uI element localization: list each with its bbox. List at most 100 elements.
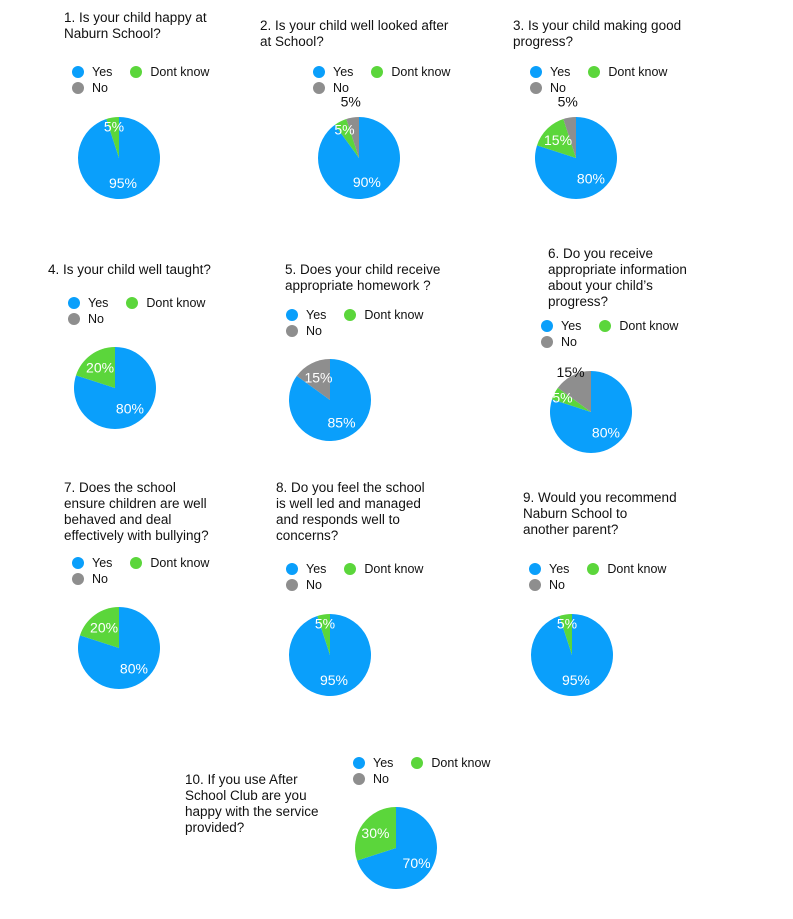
legend-swatch	[286, 325, 298, 337]
legend-4: Yes Dont know No	[68, 295, 223, 327]
legend-item-dont-know: Dont know	[126, 295, 205, 311]
pie-label-dont-know: 5%	[315, 615, 335, 631]
legend-label: No	[333, 81, 349, 95]
legend-label: Yes	[92, 556, 113, 570]
legend-item-dont-know: Dont know	[344, 561, 423, 577]
legend-item-yes: Yes	[286, 561, 326, 577]
legend-3: Yes Dont know No	[530, 64, 685, 96]
pie-chart-5: 85% 15%	[289, 359, 371, 441]
pie-label-dont-know: 30%	[361, 825, 389, 841]
legend-label: No	[92, 81, 108, 95]
pie-label-yes: 95%	[562, 672, 590, 688]
legend-item-dont-know: Dont know	[588, 64, 667, 80]
pie-slice-dont-know	[552, 387, 591, 412]
pie-label-yes: 95%	[109, 175, 137, 191]
legend-item-yes: Yes	[530, 64, 570, 80]
legend-item-no: No	[353, 771, 389, 787]
legend-label: No	[373, 772, 389, 786]
legend-2: Yes Dont know No	[313, 64, 468, 96]
pie-chart-2: 90% 5% 5%	[318, 94, 400, 199]
legend-label: Yes	[92, 65, 113, 79]
legend-label: No	[550, 81, 566, 95]
pie-slice-dont-know	[76, 347, 115, 388]
pie-slice-dont-know	[80, 607, 119, 648]
question-title-3: 3. Is your child making good progress?	[513, 18, 682, 49]
pie-label-no: 15%	[304, 369, 332, 385]
question-title-6: 6. Do you receive appropriate informatio…	[548, 246, 687, 309]
legend-item-no: No	[286, 577, 322, 593]
legend-item-no: No	[286, 323, 322, 339]
legend-item-yes: Yes	[72, 64, 112, 80]
legend-8: Yes Dont know No	[286, 561, 441, 593]
legend-swatch	[599, 320, 612, 332]
legend-item-no: No	[68, 311, 104, 327]
legend-label: Dont know	[364, 562, 424, 576]
legend-10: Yes Dont know No	[353, 755, 508, 787]
legend-item-yes: Yes	[529, 561, 569, 577]
legend-item-dont-know: Dont know	[371, 64, 450, 80]
pie-slice-dont-know	[334, 119, 359, 158]
legend-swatch	[130, 557, 143, 569]
legend-label: Dont know	[619, 319, 679, 333]
legend-label: No	[549, 578, 565, 592]
pie-chart-9: 95% 5%	[531, 614, 613, 696]
legend-swatch	[353, 773, 365, 785]
legend-item-dont-know: Dont know	[130, 64, 209, 80]
legend-item-yes: Yes	[286, 307, 326, 323]
legend-label: Dont know	[150, 65, 210, 79]
legend-label: Dont know	[607, 562, 667, 576]
legend-swatch	[72, 557, 84, 569]
legend-label: Dont know	[608, 65, 668, 79]
pie-label-dont-know: 20%	[86, 359, 114, 375]
pie-label-yes: 80%	[577, 171, 605, 187]
pie-label-yes: 80%	[116, 401, 144, 417]
legend-label: Dont know	[364, 308, 424, 322]
pie-label-yes: 70%	[403, 855, 431, 871]
pie-chart-10: 70% 30%	[355, 807, 437, 889]
legend-swatch	[371, 66, 384, 78]
legend-item-dont-know: Dont know	[587, 561, 666, 577]
legend-item-no: No	[72, 80, 108, 96]
legend-item-no: No	[529, 577, 565, 593]
legend-swatch	[286, 309, 298, 321]
legend-swatch	[72, 573, 84, 585]
legend-swatch	[411, 757, 424, 769]
pie-chart-7: 80% 20%	[78, 607, 160, 689]
legend-swatch	[530, 66, 542, 78]
legend-item-no: No	[72, 571, 108, 587]
pie-label-yes: 80%	[120, 661, 148, 677]
legend-label: Yes	[306, 562, 327, 576]
legend-5: Yes Dont know No	[286, 307, 441, 339]
legend-swatch	[344, 563, 357, 575]
legend-label: Yes	[550, 65, 571, 79]
question-title-4: 4. Is your child well taught?	[48, 262, 211, 277]
pie-label-yes: 95%	[320, 672, 348, 688]
legend-item-no: No	[530, 80, 566, 96]
pie-chart-1: 95% 5%	[78, 117, 160, 199]
legend-item-dont-know: Dont know	[411, 755, 490, 771]
question-title-2: 2. Is your child well looked after at Sc…	[260, 18, 449, 49]
pie-slice-dont-know	[559, 614, 572, 655]
pie-label-dont-know: 20%	[90, 619, 118, 635]
legend-item-yes: Yes	[68, 295, 108, 311]
pie-chart-4: 80% 20%	[74, 347, 156, 429]
legend-9: Yes Dont know No	[529, 561, 684, 593]
legend-label: Dont know	[150, 556, 210, 570]
pie-slice-no	[557, 371, 591, 412]
legend-swatch	[529, 563, 541, 575]
pie-slice-yes	[357, 807, 437, 889]
question-title-7: 7. Does the school ensure children are w…	[64, 480, 209, 543]
legend-swatch	[286, 579, 298, 591]
legend-item-yes: Yes	[313, 64, 353, 80]
pie-label-no: 5%	[341, 94, 361, 110]
pie-slice-no	[296, 359, 330, 400]
legend-item-yes: Yes	[353, 755, 393, 771]
pie-label-dont-know: 5%	[552, 389, 572, 405]
legend-swatch	[72, 82, 84, 94]
pie-chart-8: 95% 5%	[289, 614, 371, 696]
pie-slice-no	[563, 117, 576, 158]
legend-label: Dont know	[391, 65, 451, 79]
pie-label-dont-know: 5%	[557, 615, 577, 631]
pie-chart-6: 80% 5% 15%	[550, 364, 632, 453]
legend-swatch	[72, 66, 84, 78]
